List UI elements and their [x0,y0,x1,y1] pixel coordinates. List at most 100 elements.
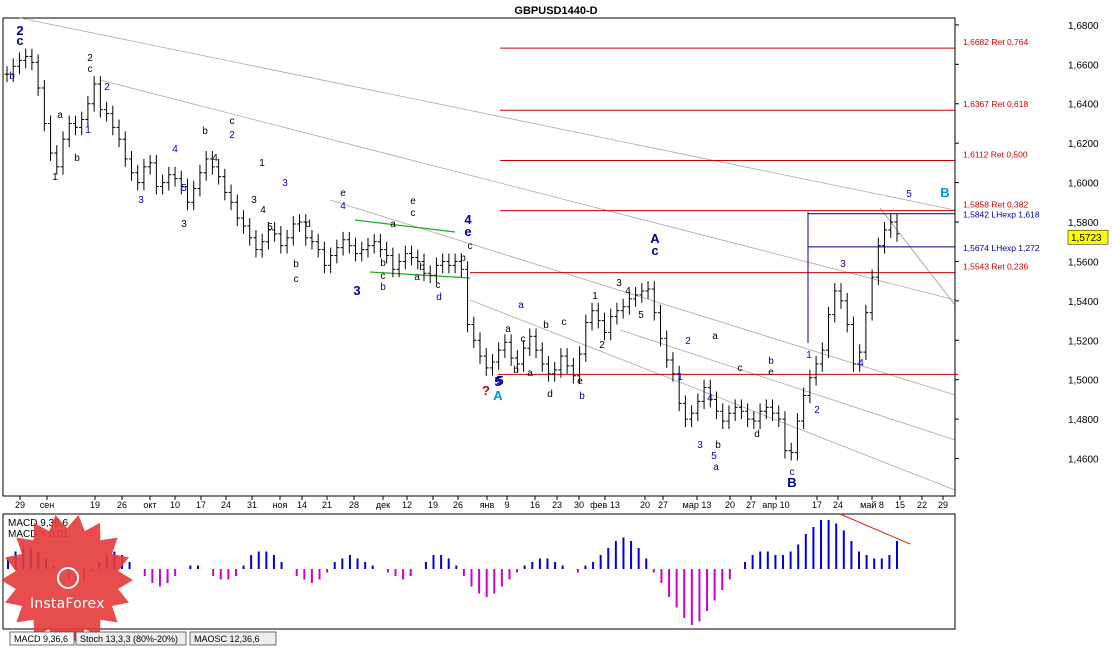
wave-label: e [577,376,583,387]
wave-label: a [414,272,420,283]
y-tick-label: 1,5800 [1068,218,1099,229]
macd-histogram [7,513,911,625]
instaforex-logo [1,515,133,645]
wave-label: 1 [85,125,91,136]
x-tick-label: 16 [530,500,540,510]
wave-label: c [562,317,567,328]
x-tick-label: 17 [196,500,206,510]
projection-line [879,207,956,306]
y-tick-label: 1,6800 [1068,21,1099,32]
wave-label: ? [482,383,490,398]
wave-label: c [381,271,386,282]
wave-label: 3 [181,219,187,230]
wave-label: b [380,258,386,269]
channel-line-upper [354,219,456,233]
wave-label: b [9,71,15,82]
fib-level-label: 1,5543 Ret 0,236 [963,262,1028,272]
brand-name: InstaForex [30,596,105,612]
x-tick-label: 20 [725,500,735,510]
logo-circle [57,567,79,589]
wave-labels: 2cb1ab2c123453b4c213453bcde453bcbaecbacd… [9,23,949,490]
wave-label: a [518,300,524,311]
y-tick-label: 1,4800 [1068,415,1099,426]
x-tick-label: апр 10 [762,500,789,510]
wave-label: b [293,259,299,270]
wave-label: a [505,324,511,335]
y-axis: 1,6800 1,6600 1,6400 1,6200 1,6000 1,5800 1,56… [954,18,1109,496]
wave-label: 4 [707,393,713,404]
wave-label: 4 [625,286,631,297]
fib-level-label: 1,5858 Ret 0,382 [963,200,1028,210]
x-tick-label: 10 [170,500,180,510]
wave-label: d [436,292,442,303]
x-tick-label: 29 [15,500,25,510]
wave-label: 2 [16,23,23,38]
wave-label: d [754,429,760,440]
x-tick-label: мар 13 [683,500,712,510]
fib-level-label: 1,6367 Ret 0,618 [963,99,1028,109]
x-tick-label: 28 [349,500,359,510]
indicator-tab [9,631,75,646]
wave-label: 3 [251,195,257,206]
trend-line [99,79,956,301]
wave-label: c [651,243,658,258]
wave-label: 1 [259,158,265,169]
wave-label: c [436,280,441,291]
wave-label: b [74,153,80,164]
macd-label-1: MACD 9,36,6 [8,518,68,529]
indicator-tabs: MACD 9,36,6 Stoch 13,3,3 (80%-20%) MAOSC 1… [9,631,277,646]
x-tick-label: окт [143,500,156,510]
wave-label: a [713,462,719,473]
fib-level-label: 1,6682 Ret 0,764 [963,37,1028,47]
x-tick-label: ноя [273,500,288,510]
wave-label: c [411,208,416,219]
wave-label: 2 [685,336,691,347]
x-tick-label: 14 [297,500,307,510]
wave-label: 3 [840,259,846,270]
extension-level-label: 1,5842 LHexp 1,618 [963,210,1040,220]
indicator-tab-label: Stoch 13,3,3 (80%-20%) [80,634,178,644]
wave-label: b [715,440,721,451]
x-tick-label: 24 [221,500,231,510]
wave-label: b [380,282,386,293]
wave-label: 5 [181,183,187,194]
x-tick-label: 22 [917,500,927,510]
wave-label: c [468,241,473,252]
wave-label: 5 [638,310,644,321]
y-tick-label: 1,6200 [1068,139,1099,150]
y-tick-label: 1,6600 [1068,60,1099,71]
x-tick-label: 27 [746,500,756,510]
wave-label: b [768,356,774,367]
wave-label: 1 [806,350,812,361]
x-tick-label: янв [480,500,495,510]
current-price-label: 1,5723 [1071,233,1102,244]
x-tick-label: 19 [90,500,100,510]
x-tick-label: 9 [504,500,509,510]
y-tick-label: 1,5600 [1068,257,1099,268]
trend-line [19,17,956,211]
y-tick-label: 1,6400 [1068,100,1099,111]
x-tick-label: 31 [247,500,257,510]
x-tick-label: фев 13 [590,500,620,510]
wave-label: b [543,320,549,331]
extension-level-label: 1,5674 LHexp 1,272 [963,243,1040,253]
wave-label: B [787,475,796,490]
trend-line [329,199,956,396]
wave-label: d [547,389,553,400]
x-tick-label: 23 [552,500,562,510]
logo-burst [1,515,133,645]
trend-line [469,299,956,491]
wave-label: 4 [340,201,346,212]
wave-label: 5 [906,189,912,200]
wave-label: b [419,262,425,273]
x-tick-label: май 8 [860,500,884,510]
wave-label: c [230,116,235,127]
wave-label: 4 [464,212,472,227]
wave-label: c [88,64,93,75]
wave-label: e [410,196,416,207]
x-tick-label: 15 [895,500,905,510]
y-tick-label: 1,6000 [1068,179,1099,190]
wave-label: b [513,365,519,376]
wave-label: 1 [52,172,58,183]
